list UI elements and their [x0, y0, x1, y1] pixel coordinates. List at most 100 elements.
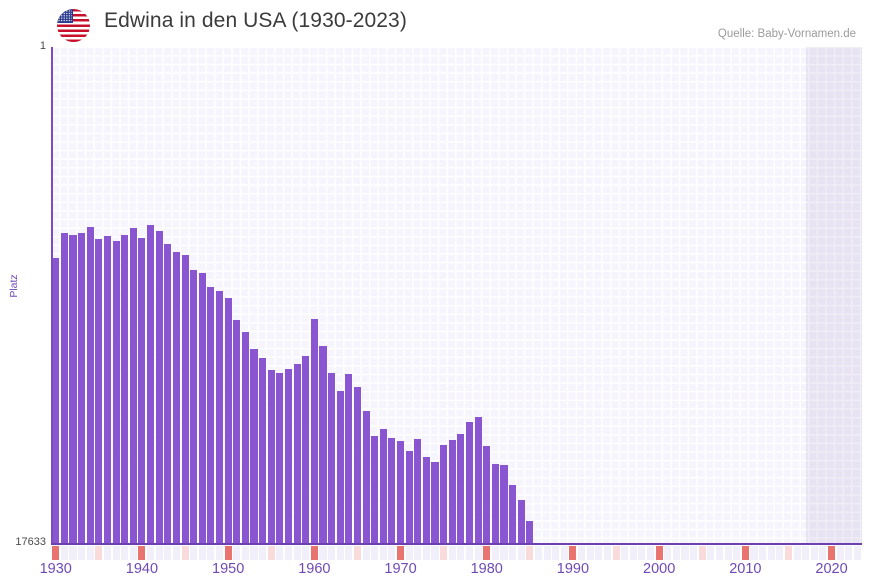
bar[interactable]	[319, 346, 327, 544]
x-axis-tick-swatch	[224, 546, 232, 560]
bar[interactable]	[241, 332, 249, 544]
bar[interactable]	[414, 439, 422, 544]
bar[interactable]	[483, 446, 491, 544]
bar[interactable]	[121, 235, 129, 544]
x-axis-tick-swatch	[741, 546, 749, 560]
bar[interactable]	[155, 231, 163, 544]
x-axis-tick-swatch	[431, 546, 439, 560]
bar[interactable]	[181, 255, 189, 544]
bar[interactable]	[103, 236, 111, 544]
bar-series	[51, 47, 862, 544]
x-axis-tick-swatch	[129, 546, 137, 560]
bar[interactable]	[422, 457, 430, 544]
bar[interactable]	[500, 465, 508, 544]
x-axis-tick-swatch	[828, 546, 836, 560]
bar[interactable]	[328, 373, 336, 544]
x-axis-tick-strip	[51, 546, 862, 560]
bar[interactable]	[224, 298, 232, 544]
x-axis-tick-swatch	[578, 546, 586, 560]
x-axis-tick-swatch	[707, 546, 715, 560]
bar[interactable]	[336, 391, 344, 544]
bar[interactable]	[474, 417, 482, 544]
x-axis-tick-swatch	[534, 546, 542, 560]
bar[interactable]	[138, 238, 146, 544]
x-axis-tick-swatch	[483, 546, 491, 560]
x-axis-tick-swatch	[155, 546, 163, 560]
bar[interactable]	[69, 235, 77, 544]
bar[interactable]	[164, 244, 172, 544]
y-axis-title: Platz	[8, 274, 20, 298]
x-axis-tick-swatch	[172, 546, 180, 560]
bar[interactable]	[457, 434, 465, 544]
bar[interactable]	[198, 273, 206, 544]
x-axis-line	[51, 543, 862, 546]
bar[interactable]	[78, 233, 86, 544]
x-axis-tick-swatch	[345, 546, 353, 560]
bar[interactable]	[112, 241, 120, 544]
x-axis-tick-swatch	[181, 546, 189, 560]
bar[interactable]	[405, 451, 413, 544]
bar[interactable]	[207, 287, 215, 544]
x-axis-tick-swatch	[715, 546, 724, 560]
x-axis-tick-swatch	[60, 546, 68, 560]
x-axis-tick-swatch	[440, 546, 448, 560]
x-tick-label-1990: 1990	[556, 561, 590, 577]
bar[interactable]	[465, 422, 474, 544]
x-axis-tick-swatch	[819, 546, 827, 560]
bar[interactable]	[147, 225, 155, 544]
x-axis-tick-swatch	[603, 546, 611, 560]
bar[interactable]	[353, 387, 361, 544]
x-axis-tick-swatch	[690, 546, 698, 560]
bar[interactable]	[250, 349, 258, 544]
bar[interactable]	[190, 270, 198, 544]
bar[interactable]	[259, 358, 267, 544]
x-axis-tick-swatch	[233, 546, 241, 560]
chart-header: Edwina in den USA (1930-2023) Quelle: Ba…	[0, 0, 873, 46]
bar[interactable]	[448, 440, 456, 544]
bar[interactable]	[397, 441, 405, 544]
bar[interactable]	[388, 438, 396, 544]
x-axis-tick-swatch	[52, 546, 60, 560]
bar[interactable]	[310, 319, 318, 544]
bar[interactable]	[345, 374, 353, 544]
projected-range-shade	[806, 47, 862, 544]
x-axis-tick-swatch	[267, 546, 275, 560]
bar[interactable]	[52, 258, 60, 544]
bar[interactable]	[86, 227, 94, 544]
bar[interactable]	[431, 462, 439, 544]
bar[interactable]	[440, 445, 448, 544]
bar[interactable]	[233, 320, 241, 544]
bar[interactable]	[95, 239, 103, 544]
bar[interactable]	[172, 252, 180, 544]
bar[interactable]	[362, 411, 370, 544]
bar[interactable]	[267, 370, 275, 544]
bar[interactable]	[379, 429, 387, 544]
bar[interactable]	[215, 291, 224, 544]
bar[interactable]	[60, 233, 68, 544]
x-axis-tick-swatch	[241, 546, 249, 560]
x-axis-tick-swatch	[853, 546, 861, 560]
x-tick-label-1970: 1970	[384, 561, 417, 577]
x-axis-tick-swatch	[112, 546, 120, 560]
x-axis-tick-swatch	[793, 546, 801, 560]
bar[interactable]	[293, 364, 301, 544]
x-axis-tick-swatch	[845, 546, 853, 560]
x-axis-tick-swatch	[336, 546, 344, 560]
bar[interactable]	[526, 521, 534, 544]
x-axis-tick-swatch	[302, 546, 310, 560]
x-axis-tick-swatch	[448, 546, 456, 560]
x-axis-tick-labels: 1930 1940 1950 1960 1970 1980 1990 2000 2010 2020	[40, 561, 862, 583]
bar[interactable]	[509, 485, 517, 544]
bar[interactable]	[302, 356, 310, 544]
x-axis-tick-swatch	[397, 546, 405, 560]
x-axis-tick-swatch	[319, 546, 327, 560]
bar[interactable]	[517, 500, 525, 544]
x-axis-tick-swatch	[724, 546, 732, 560]
bar[interactable]	[371, 436, 379, 544]
bar[interactable]	[276, 373, 284, 544]
bar[interactable]	[129, 228, 137, 544]
x-axis-tick-swatch	[802, 546, 810, 560]
x-axis-tick-swatch	[681, 546, 689, 560]
bar[interactable]	[284, 369, 293, 544]
bar[interactable]	[491, 464, 499, 544]
